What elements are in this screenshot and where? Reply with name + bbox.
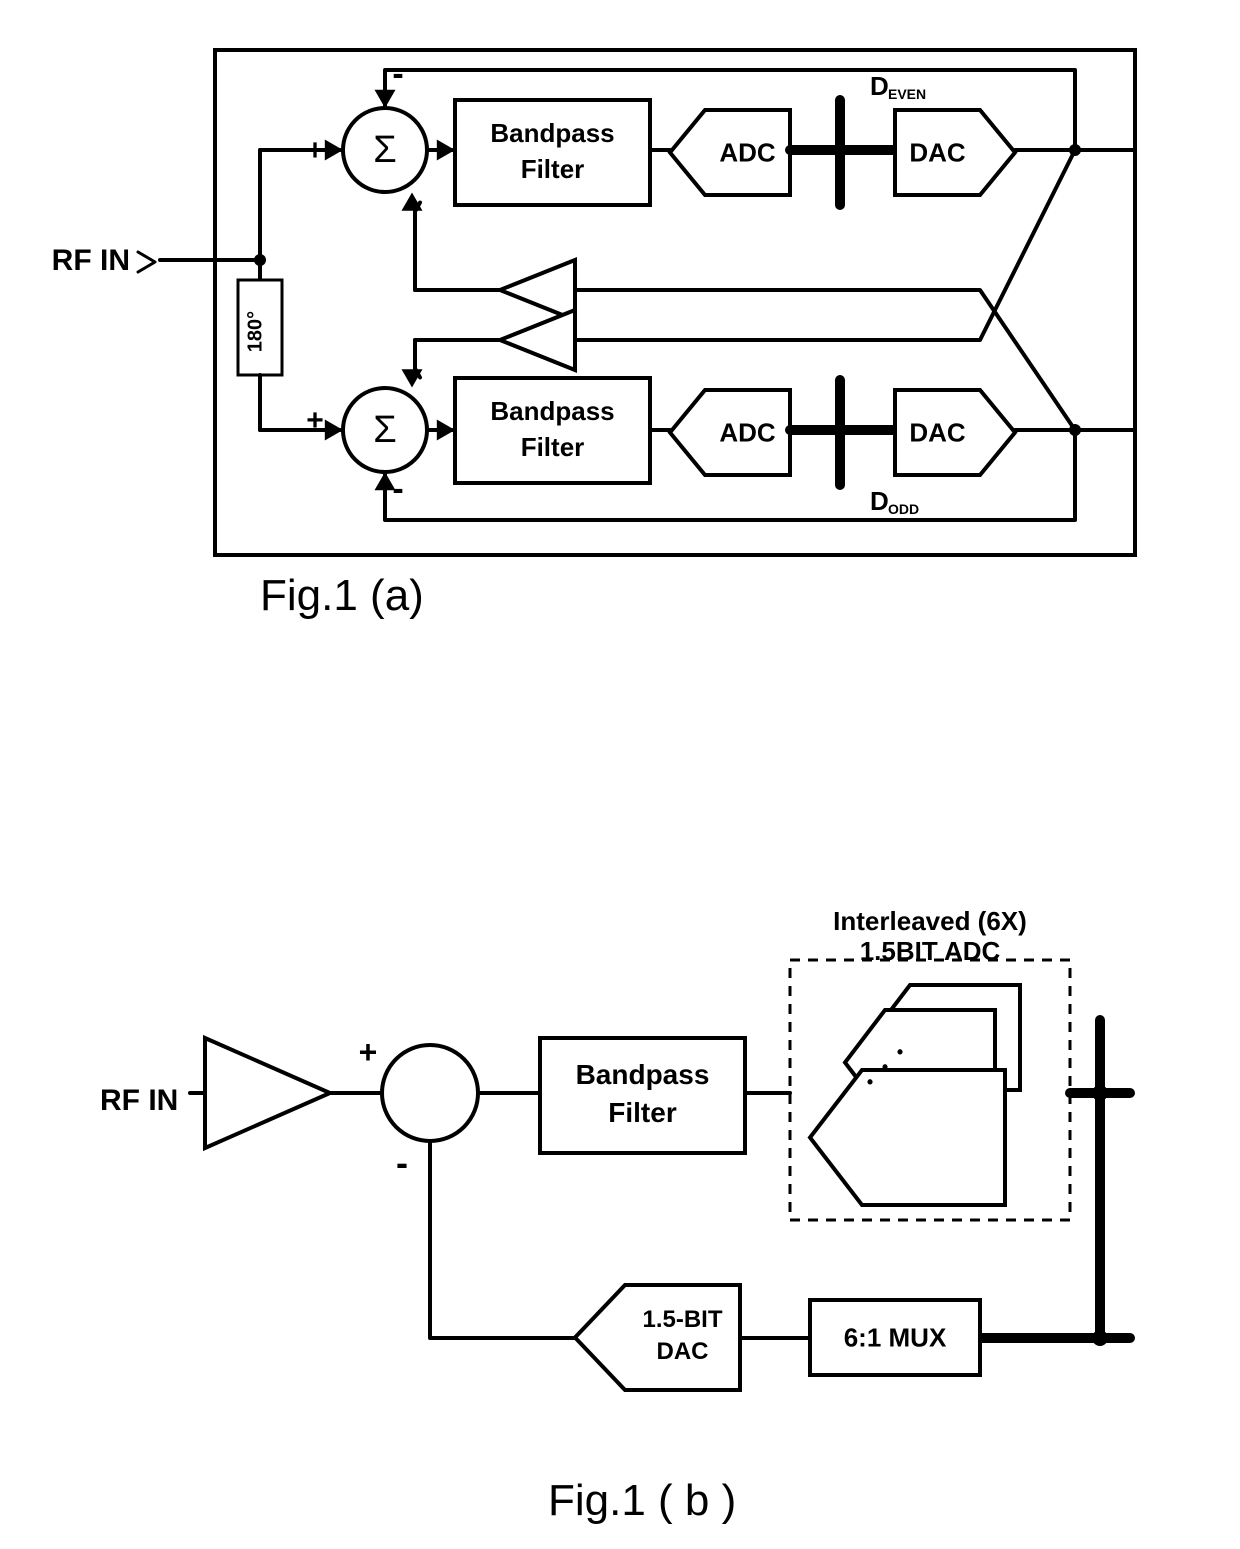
d-sub-label: ODD <box>888 501 919 517</box>
phase-shift-label: 180° <box>244 311 266 352</box>
d-label: D <box>870 486 889 516</box>
bpf-label-2: Filter <box>608 1097 677 1128</box>
dac-label-2: DAC <box>657 1338 709 1365</box>
arrow-head <box>437 420 455 441</box>
bpf-label-2: Filter <box>521 432 585 462</box>
mux-label: 6:1 MUX <box>844 1323 947 1353</box>
rf-in-label-b: RF IN <box>100 1084 178 1117</box>
sigma-label: Σ <box>373 129 397 171</box>
dots-icon: • <box>882 1057 888 1077</box>
d-label: D <box>870 71 889 101</box>
summer-icon <box>382 1045 478 1141</box>
arrow-head <box>325 140 343 161</box>
interleaved-label-2: 1.5BIT ADC <box>860 936 1001 966</box>
input-amplifier-icon <box>205 1038 330 1148</box>
bpf-label-1: Bandpass <box>490 118 614 148</box>
minus-label: - <box>396 1142 408 1183</box>
bpf-label-1: Bandpass <box>490 396 614 426</box>
arrow-head <box>375 90 396 108</box>
dots-icon: • <box>897 1042 903 1062</box>
dac-label: DAC <box>909 418 966 448</box>
interleaved-label-1: Interleaved (6X) <box>833 906 1027 936</box>
cross-amp-icon <box>500 260 575 320</box>
sigma-label: Σ <box>373 409 397 451</box>
fig-a-caption: Fig.1 (a) <box>260 571 424 620</box>
bpf-label-1: Bandpass <box>576 1059 710 1090</box>
cross-amp-icon <box>500 310 575 370</box>
plus-label: + <box>306 404 324 437</box>
plus-label: + <box>359 1034 378 1070</box>
bpf-label-2: Filter <box>521 154 585 184</box>
minus-label: - <box>392 55 403 93</box>
bandpass-filter-block <box>540 1038 745 1153</box>
adc-label: ADC <box>719 138 776 168</box>
adc-label: ADC <box>719 418 776 448</box>
arrow-head <box>325 420 343 441</box>
fig-b-caption: Fig.1 ( b ) <box>548 1476 736 1525</box>
plus-label: + <box>306 134 324 167</box>
feedback-path <box>430 1141 575 1338</box>
rf-in-chevron-icon <box>138 252 155 272</box>
dac-label-1: 1.5-BIT <box>642 1306 722 1333</box>
dac-label: DAC <box>909 138 966 168</box>
d-sub-label: EVEN <box>888 86 926 102</box>
bandpass-filter-block <box>455 100 650 205</box>
adc-card <box>810 1070 1005 1205</box>
rf-in-label: RF IN <box>52 244 130 277</box>
dots-icon: • <box>867 1072 873 1092</box>
bandpass-filter-block <box>455 378 650 483</box>
arrow-head <box>437 140 455 161</box>
